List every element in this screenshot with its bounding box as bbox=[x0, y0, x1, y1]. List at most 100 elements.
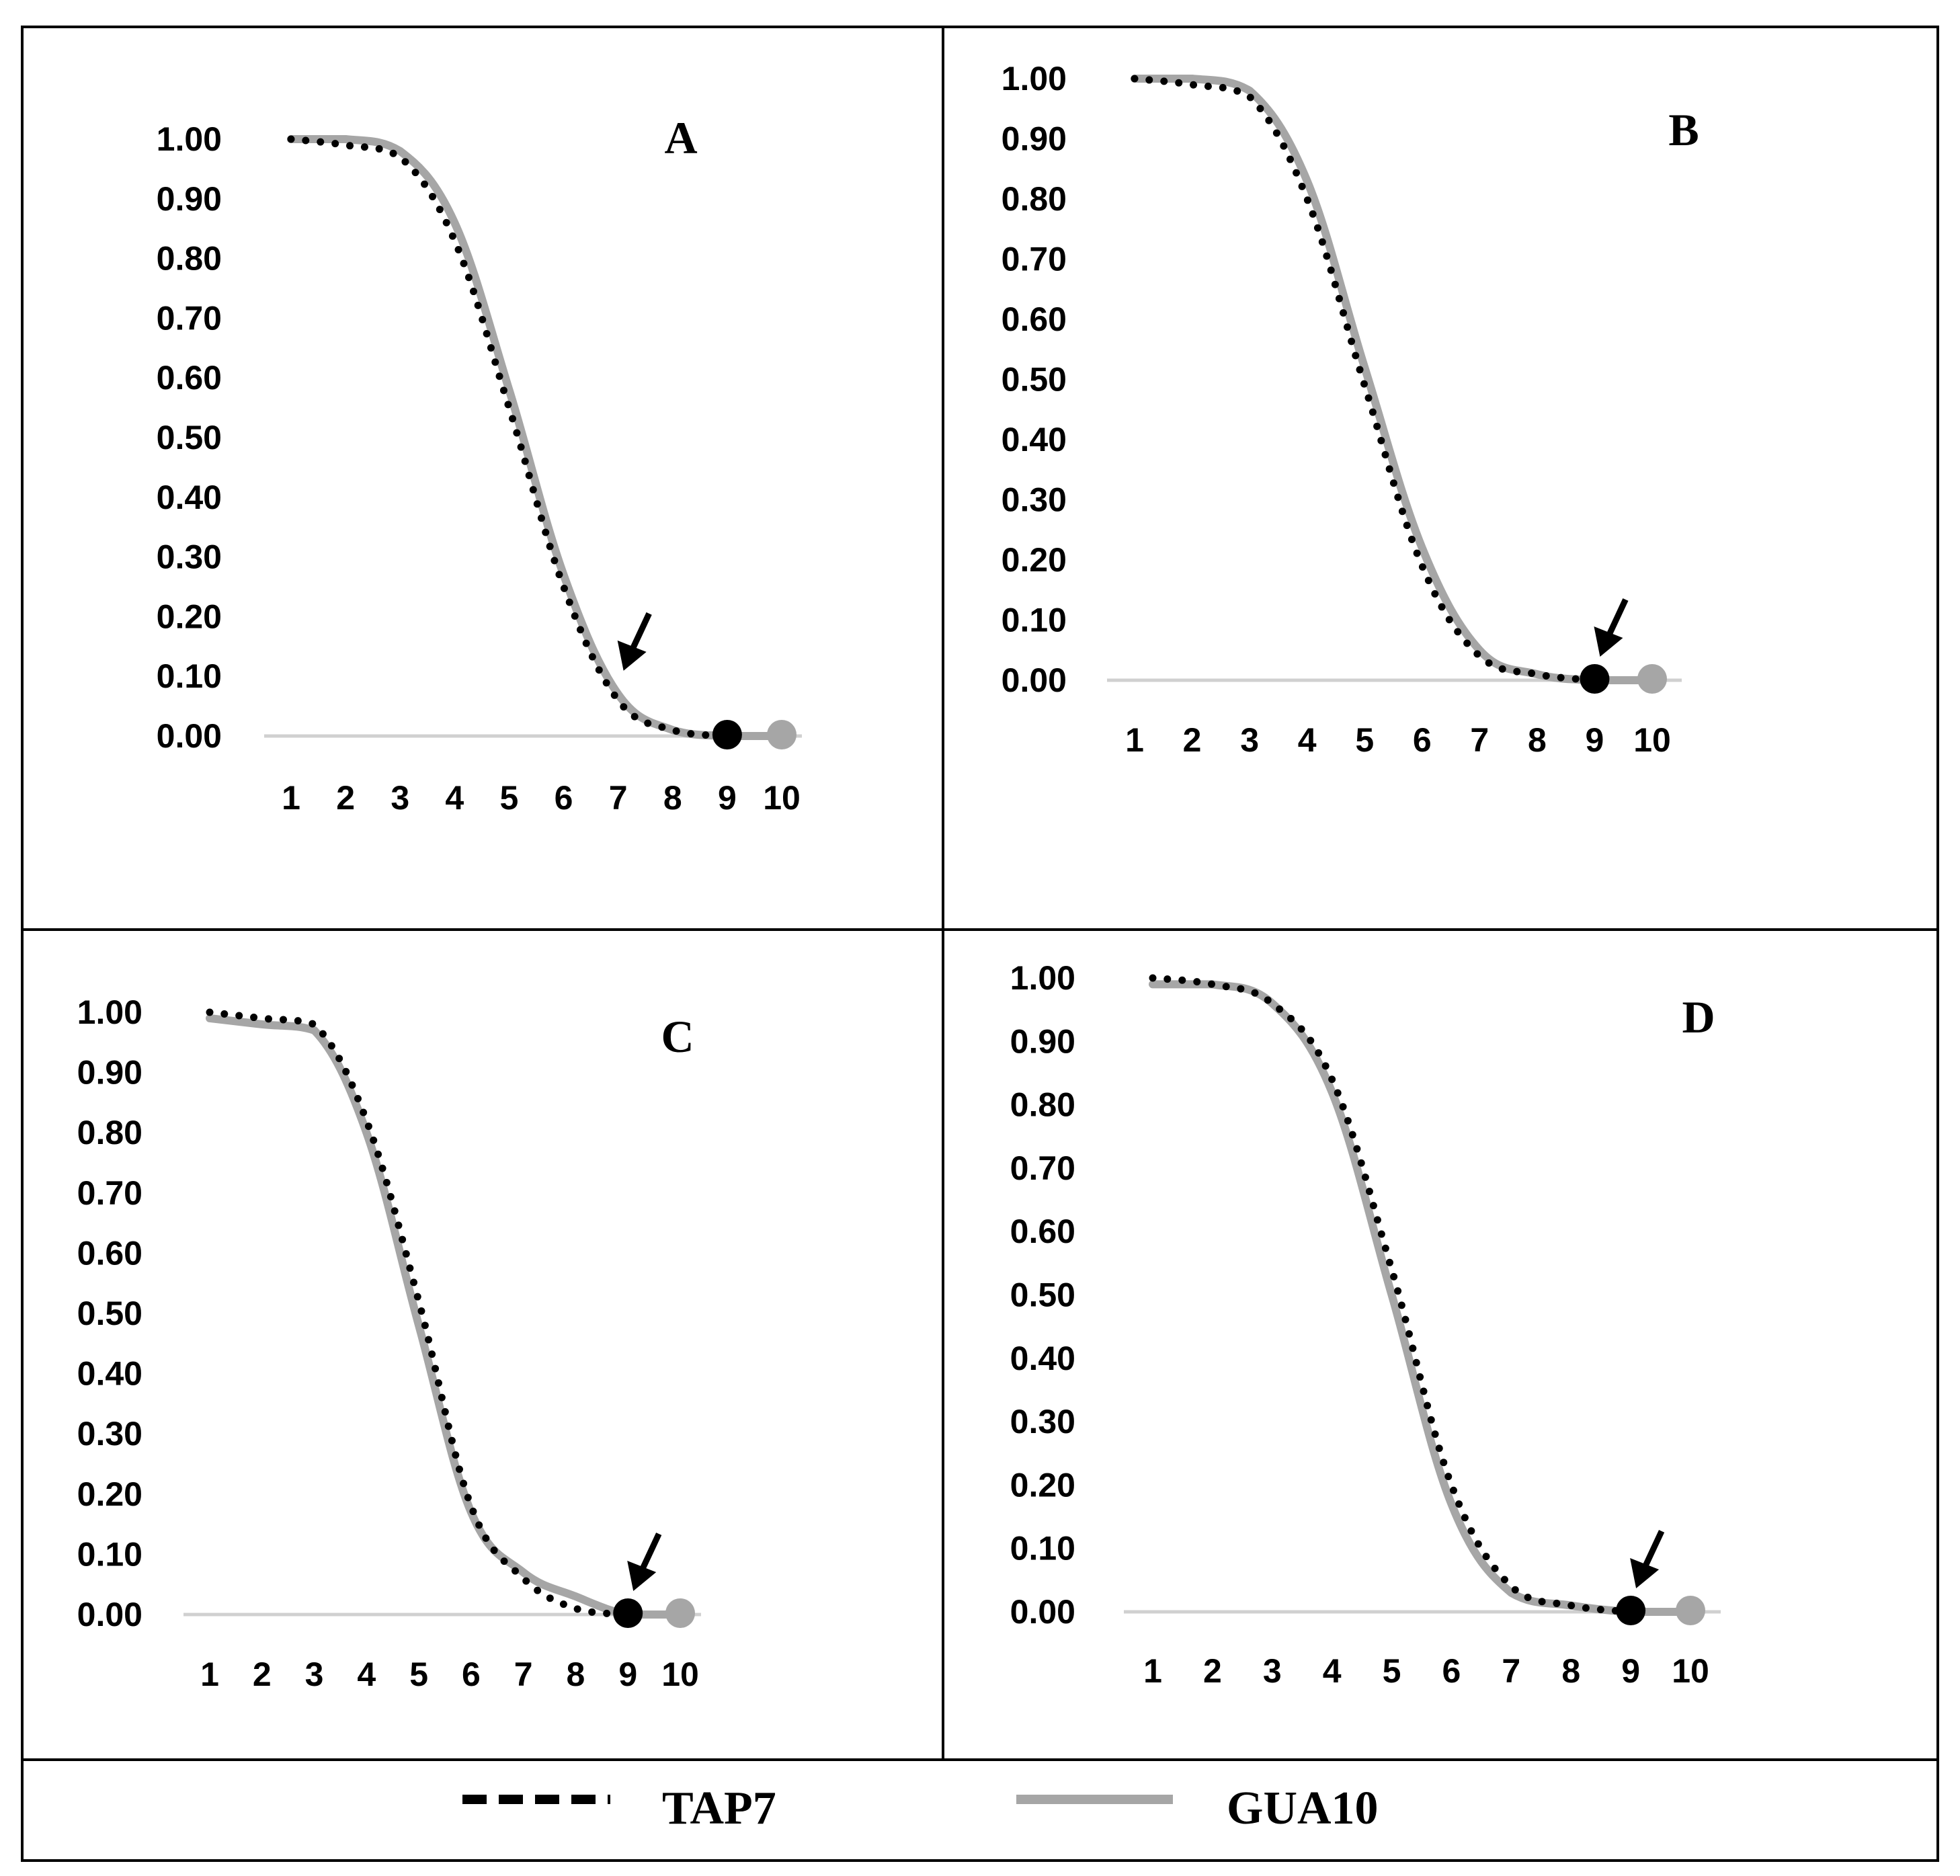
arrow-head bbox=[617, 640, 647, 671]
x-tick-label: 7 bbox=[609, 779, 628, 817]
x-tick-label: 3 bbox=[1240, 721, 1259, 759]
series-gua10-end-marker bbox=[665, 1598, 695, 1628]
x-tick-label: 10 bbox=[1633, 721, 1671, 759]
x-tick-label: 6 bbox=[1413, 721, 1432, 759]
panel-title: B bbox=[1668, 104, 1699, 155]
series-tap7-line bbox=[1131, 75, 1598, 684]
y-tick-label: 0.80 bbox=[77, 1114, 142, 1151]
y-tick-label: 0.10 bbox=[157, 657, 222, 695]
y-tick-label: 0.60 bbox=[157, 359, 222, 397]
x-tick-label: 7 bbox=[514, 1656, 533, 1693]
x-tick-label: 10 bbox=[1672, 1652, 1709, 1690]
y-tick-label: 0.90 bbox=[1010, 1022, 1075, 1060]
y-tick-label: 0.20 bbox=[1002, 541, 1067, 579]
x-tick-label: 4 bbox=[357, 1656, 376, 1693]
x-tick-label: 4 bbox=[1323, 1652, 1342, 1690]
y-tick-label: 0.00 bbox=[1010, 1593, 1075, 1631]
y-tick-label: 0.80 bbox=[157, 240, 222, 278]
legend: TAP7 GUA10 bbox=[462, 1783, 1379, 1834]
y-tick-label: 0.10 bbox=[1010, 1530, 1075, 1567]
legend-label-tap7: TAP7 bbox=[662, 1783, 776, 1834]
series-gua10-end-marker bbox=[767, 720, 797, 749]
y-tick-label: 0.10 bbox=[1002, 602, 1067, 639]
series-gua10-end-marker bbox=[1637, 664, 1667, 694]
series-tap7-end-marker bbox=[1580, 664, 1610, 694]
series-tap7-end-marker bbox=[712, 720, 742, 749]
x-tick-label: 9 bbox=[618, 1656, 637, 1693]
x-tick-label: 10 bbox=[763, 779, 801, 817]
x-tick-label: 9 bbox=[718, 779, 737, 817]
x-tick-label: 3 bbox=[305, 1656, 324, 1693]
y-tick-label: 0.40 bbox=[1002, 421, 1067, 458]
y-tick-label: 1.00 bbox=[1002, 60, 1067, 97]
y-tick-label: 0.30 bbox=[1010, 1403, 1075, 1440]
y-tick-label: 0.00 bbox=[77, 1596, 142, 1633]
legend-label-gua10: GUA10 bbox=[1227, 1783, 1379, 1834]
x-tick-label: 8 bbox=[1528, 721, 1547, 759]
y-tick-label: 0.50 bbox=[1002, 361, 1067, 399]
y-tick-label: 0.30 bbox=[157, 538, 222, 576]
x-tick-label: 8 bbox=[567, 1656, 585, 1693]
series-tap7-end-marker bbox=[1616, 1596, 1646, 1625]
series-tap7-line bbox=[1149, 974, 1635, 1616]
x-tick-label: 3 bbox=[1263, 1652, 1282, 1690]
x-tick-label: 4 bbox=[1298, 721, 1317, 759]
x-tick-label: 1 bbox=[1125, 721, 1144, 759]
panel-d: 1.00 0.90 0.80 0.70 0.60 0.50 0.40 0.30 0.20 0.10… bbox=[1010, 959, 1721, 1690]
panel-title: A bbox=[664, 112, 697, 163]
series-tap7-end-marker bbox=[613, 1598, 643, 1628]
y-tick-label: 0.10 bbox=[77, 1535, 142, 1573]
y-tick-label: 1.00 bbox=[157, 120, 222, 158]
y-tick-label: 0.00 bbox=[1002, 661, 1067, 699]
y-tick-label: 0.70 bbox=[1010, 1149, 1075, 1187]
x-tick-label: 8 bbox=[1561, 1652, 1580, 1690]
x-tick-label: 6 bbox=[462, 1656, 481, 1693]
y-tick-label: 0.60 bbox=[1002, 300, 1067, 338]
y-tick-label: 0.40 bbox=[1010, 1340, 1075, 1377]
panel-title: C bbox=[661, 1011, 694, 1062]
x-tick-label: 1 bbox=[200, 1656, 219, 1693]
x-tick-label: 5 bbox=[1355, 721, 1374, 759]
y-tick-label: 0.40 bbox=[77, 1355, 142, 1393]
y-tick-label: 0.20 bbox=[1010, 1466, 1075, 1504]
y-tick-label: 0.80 bbox=[1010, 1086, 1075, 1124]
y-tick-label: 0.90 bbox=[1002, 120, 1067, 158]
x-tick-label: 9 bbox=[1586, 721, 1604, 759]
y-tick-label: 0.90 bbox=[77, 1054, 142, 1092]
y-tick-label: 0.50 bbox=[1010, 1276, 1075, 1314]
x-tick-label: 3 bbox=[391, 779, 409, 817]
y-tick-label: 0.60 bbox=[77, 1234, 142, 1272]
x-tick-label: 1 bbox=[282, 779, 300, 817]
series-gua10-line bbox=[1131, 74, 1656, 685]
y-tick-label: 0.70 bbox=[1002, 241, 1067, 278]
x-tick-label: 5 bbox=[409, 1656, 428, 1693]
y-tick-label: 0.70 bbox=[77, 1174, 142, 1212]
series-gua10-line bbox=[206, 1014, 684, 1619]
x-tick-label: 1 bbox=[1143, 1652, 1162, 1690]
x-tick-label: 5 bbox=[1383, 1652, 1401, 1690]
y-tick-label: 0.30 bbox=[1002, 481, 1067, 519]
x-tick-label: 8 bbox=[663, 779, 682, 817]
x-tick-label: 2 bbox=[253, 1656, 272, 1693]
y-tick-label: 0.30 bbox=[77, 1415, 142, 1453]
x-tick-label: 6 bbox=[555, 779, 573, 817]
series-tap7-line bbox=[206, 1008, 632, 1619]
y-tick-label: 0.20 bbox=[157, 598, 222, 635]
y-tick-label: 1.00 bbox=[77, 993, 142, 1031]
arrow-head bbox=[1594, 626, 1623, 657]
series-gua10-end-marker bbox=[1676, 1596, 1705, 1625]
x-tick-label: 6 bbox=[1442, 1652, 1461, 1690]
series-gua10-line bbox=[287, 134, 786, 741]
x-tick-label: 10 bbox=[661, 1656, 699, 1693]
arrow-head bbox=[627, 1561, 657, 1591]
x-tick-label: 9 bbox=[1621, 1652, 1640, 1690]
y-tick-label: 0.60 bbox=[1010, 1213, 1075, 1250]
x-tick-label: 2 bbox=[1203, 1652, 1222, 1690]
y-tick-label: 0.80 bbox=[1002, 180, 1067, 218]
y-tick-label: 0.50 bbox=[157, 419, 222, 456]
panel-a: 1.00 0.90 0.80 0.70 0.60 0.50 0.40 0.30 0.20 0.10… bbox=[157, 112, 802, 817]
y-tick-label: 0.70 bbox=[157, 299, 222, 337]
x-tick-label: 4 bbox=[445, 779, 464, 817]
y-tick-label: 0.00 bbox=[157, 717, 222, 755]
y-tick-label: 0.40 bbox=[157, 479, 222, 516]
